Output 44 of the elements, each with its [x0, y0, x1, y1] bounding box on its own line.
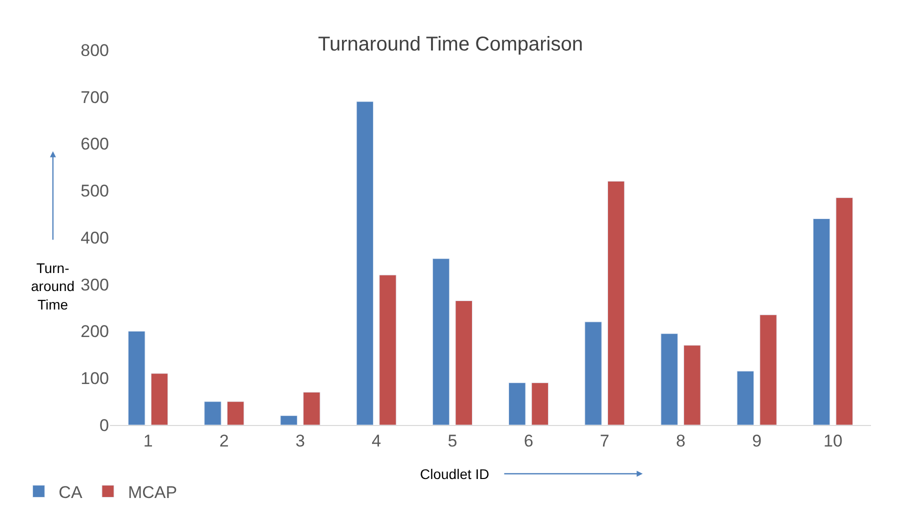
x-tick-label: 8	[676, 431, 686, 450]
x-tick-label: 1	[143, 431, 153, 450]
y-tick-label: 400	[80, 228, 109, 248]
bar	[836, 197, 853, 425]
y-tick-label: 0	[100, 416, 109, 435]
y-tick-label: 200	[80, 322, 109, 342]
y-axis-title: Turn-around Time	[31, 260, 75, 312]
chart-title: Turnaround Time Comparison	[318, 34, 583, 56]
bar	[584, 322, 602, 425]
x-tick-label: 6	[524, 431, 534, 450]
bar	[303, 392, 320, 425]
x-tick-label: 10	[823, 431, 842, 450]
x-tick-label: 5	[448, 431, 458, 450]
legend-label: MCAP	[128, 482, 178, 502]
bar	[736, 370, 754, 425]
y-tick-label: 800	[80, 40, 109, 60]
x-tick-label: 4	[372, 431, 382, 450]
y-tick-label: 600	[80, 134, 109, 154]
y-tick-label: 700	[80, 88, 109, 107]
bar	[356, 101, 374, 425]
y-tick-label: 100	[80, 369, 109, 388]
bar	[607, 181, 625, 425]
bar	[760, 314, 777, 425]
x-tick-label: 2	[219, 431, 229, 450]
x-tick-label: 9	[752, 431, 762, 450]
bar	[204, 401, 222, 425]
legend-label: CA	[58, 482, 83, 502]
bar	[531, 382, 549, 425]
bar	[280, 415, 298, 425]
x-axis-title: Cloudlet ID	[420, 466, 490, 482]
bar	[226, 401, 244, 425]
bar	[150, 373, 168, 425]
bar	[684, 345, 701, 425]
bar	[379, 274, 396, 425]
bar	[660, 333, 678, 425]
bar	[455, 300, 472, 425]
bar	[812, 218, 830, 425]
bar	[508, 382, 526, 425]
x-tick-label: 3	[296, 431, 305, 450]
bar	[432, 258, 450, 425]
x-tick-label: 7	[600, 431, 610, 450]
y-tick-label: 500	[80, 182, 109, 201]
bar	[128, 331, 146, 425]
y-tick-label: 300	[80, 275, 109, 294]
